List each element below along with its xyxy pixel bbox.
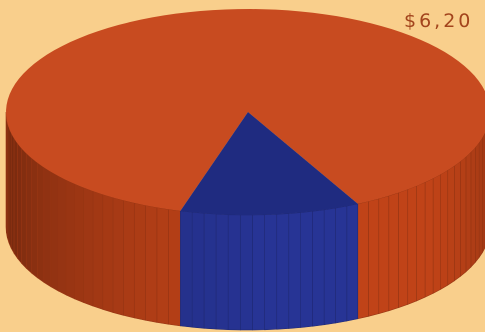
pie-side-slice-0 (13, 137, 18, 260)
pie-side-slice-0 (447, 165, 455, 286)
pie-side-slice-0 (50, 171, 59, 292)
pie-side-slice-0 (460, 156, 467, 278)
pie-side-slice-0 (31, 157, 38, 279)
pie-sides (5, 111, 485, 331)
pie-side-slice-1 (252, 214, 265, 331)
pie-side-slice-0 (440, 169, 449, 290)
pie-side-slice-1 (215, 213, 229, 330)
pie-side-slice-0 (398, 188, 409, 309)
pie-top (6, 9, 485, 215)
pie-side-slice-0 (133, 202, 146, 321)
pie-side-slice-0 (454, 160, 461, 282)
pie-side-slice-1 (335, 205, 348, 324)
pie-side-slice-0 (37, 162, 45, 283)
pie-side-slice-0 (8, 127, 12, 249)
pie-side-slice-0 (112, 197, 124, 316)
pie-side-slice-1 (264, 213, 278, 331)
pie-side-slice-0 (378, 195, 390, 315)
pie-side-slice-0 (123, 199, 135, 319)
pie-side-slice-1 (227, 214, 241, 331)
pie-side-slice-1 (323, 207, 336, 326)
pie-side-slice-0 (10, 131, 15, 255)
pie-side-slice-0 (92, 190, 104, 310)
pie-side-slice-0 (475, 141, 480, 264)
value-label: $6,20 (404, 10, 473, 32)
pie-side-slice-1 (239, 214, 253, 331)
pie-side-slice-1 (180, 210, 193, 328)
pie-side-slice-0 (465, 151, 472, 273)
pie-side-slice-1 (203, 212, 217, 330)
pie-side-slice-0 (21, 147, 27, 269)
pie-side-slice-0 (17, 142, 22, 265)
pie-slice-1 (180, 112, 358, 215)
pie-side-slice-0 (168, 208, 181, 327)
pie-side-slice-1 (191, 211, 205, 329)
pie-side-slice-0 (83, 187, 94, 307)
pie-side-slice-0 (478, 136, 483, 259)
pie-side-slice-0 (388, 192, 399, 312)
pie-side-slice-1 (276, 213, 290, 330)
pie-side-slice-0 (156, 207, 169, 325)
pie-side-slice-0 (25, 152, 32, 274)
pie-side-slice-0 (145, 204, 158, 323)
pie-side-slice-0 (470, 146, 476, 268)
pie-side-slice-0 (407, 185, 417, 305)
pie-side-slice-0 (74, 183, 84, 304)
pie-side-slice-0 (416, 181, 426, 302)
pie-side-slice-0 (368, 198, 380, 317)
pie-side-slice-1 (346, 203, 359, 322)
pie-side-slice-0 (357, 200, 369, 320)
pie-side-slice-0 (43, 166, 52, 288)
pie-side-slice-0 (57, 175, 67, 296)
pie-side-slice-1 (312, 209, 325, 327)
pie-slice-0 (6, 9, 485, 211)
pie-side-slice-0 (65, 179, 75, 300)
pie-side-slice-0 (102, 193, 114, 313)
pie-side-slice-0 (432, 173, 441, 294)
pie-side-slice-0 (424, 177, 434, 298)
pie-side-slice-1 (300, 210, 313, 328)
pie-side-slice-1 (288, 212, 301, 329)
